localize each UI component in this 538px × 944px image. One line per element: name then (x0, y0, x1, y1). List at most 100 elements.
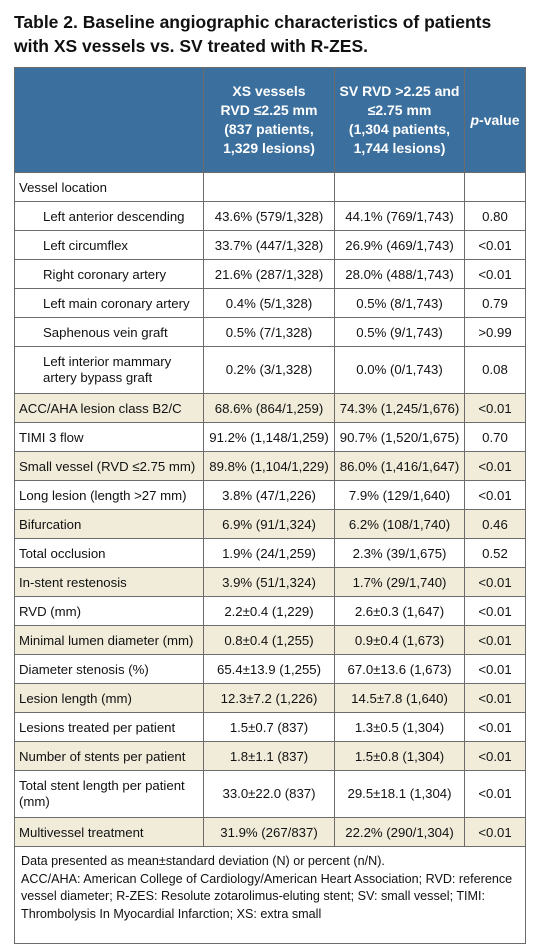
p-value: 0.52 (464, 538, 526, 568)
p-value: 0.79 (464, 288, 526, 318)
table-row: Lesion length (mm) 12.3±7.2 (1,226) 14.5±7… (14, 683, 526, 713)
sv-value: 0.5% (9/1,743) (334, 317, 465, 347)
row-label: Long lesion (length >27 mm) (14, 480, 204, 510)
row-label: TIMI 3 flow (14, 422, 204, 452)
table-row: Minimal lumen diameter (mm) 0.8±0.4 (1,25… (14, 625, 526, 655)
p-value: <0.01 (464, 596, 526, 626)
p-value: <0.01 (464, 230, 526, 260)
row-label: Minimal lumen diameter (mm) (14, 625, 204, 655)
table-row: Lesions treated per patient 1.5±0.7 (837)… (14, 712, 526, 742)
row-label: Saphenous vein graft (14, 317, 204, 347)
row-label: Left circumflex (14, 230, 204, 260)
xs-value: 1.9% (24/1,259) (203, 538, 335, 568)
row-label: Total occlusion (14, 538, 204, 568)
xs-value: 33.7% (447/1,328) (203, 230, 335, 260)
table-row: Left main coronary artery 0.4% (5/1,328) 0… (14, 288, 526, 318)
table-row: Vessel location (14, 172, 526, 202)
p-value: <0.01 (464, 451, 526, 481)
p-value: 0.80 (464, 201, 526, 231)
sv-value: 6.2% (108/1,740) (334, 509, 465, 539)
baseline-table: XS vessels RVD ≤2.25 mm (837 patients, 1… (14, 67, 526, 944)
xs-value: 31.9% (267/837) (203, 817, 335, 847)
table-row: Multivessel treatment 31.9% (267/837) 22.2… (14, 817, 526, 847)
row-label: Left interior mammary artery bypass graf… (14, 346, 204, 394)
xs-value: 21.6% (287/1,328) (203, 259, 335, 289)
row-label: Small vessel (RVD ≤2.75 mm) (14, 451, 204, 481)
row-label: Multivessel treatment (14, 817, 204, 847)
p-value: <0.01 (464, 625, 526, 655)
xs-value: 1.8±1.1 (837) (203, 741, 335, 771)
sv-value: 74.3% (1,245/1,676) (334, 393, 465, 423)
table-row: Small vessel (RVD ≤2.75 mm) 89.8% (1,104/… (14, 451, 526, 481)
sv-value: 14.5±7.8 (1,640) (334, 683, 465, 713)
sv-value: 22.2% (290/1,304) (334, 817, 465, 847)
table-title: Table 2. Baseline angiographic character… (14, 12, 492, 56)
p-value: <0.01 (464, 654, 526, 684)
table-row: ACC/AHA lesion class B2/C 68.6% (864/1,25… (14, 393, 526, 423)
row-label: In-stent restenosis (14, 567, 204, 597)
table-row: RVD (mm) 2.2±0.4 (1,229) 2.6±0.3 (1,647) <0… (14, 596, 526, 626)
sv-value: 29.5±18.1 (1,304) (334, 770, 465, 818)
header-row: XS vessels RVD ≤2.25 mm (837 patients, 1… (14, 67, 526, 173)
sv-value: 28.0% (488/1,743) (334, 259, 465, 289)
xs-value: 33.0±22.0 (837) (203, 770, 335, 818)
p-value (464, 172, 526, 202)
table-row: Bifurcation 6.9% (91/1,324) 6.2% (108/1,74… (14, 509, 526, 539)
p-value: 0.70 (464, 422, 526, 452)
table-row: Left anterior descending 43.6% (579/1,328… (14, 201, 526, 231)
header-sv-rvd: SV RVD >2.25 and ≤2.75 mm (1,304 patient… (334, 67, 465, 173)
xs-value: 65.4±13.9 (1,255) (203, 654, 335, 684)
sv-value: 2.6±0.3 (1,647) (334, 596, 465, 626)
header-p-value: p-value (464, 67, 526, 173)
table-row: Right coronary artery 21.6% (287/1,328) 28… (14, 259, 526, 289)
sv-value: 26.9% (469/1,743) (334, 230, 465, 260)
p-value: <0.01 (464, 817, 526, 847)
p-value: <0.01 (464, 712, 526, 742)
xs-value: 12.3±7.2 (1,226) (203, 683, 335, 713)
table-row: Total stent length per patient (mm) 33.0±… (14, 770, 526, 818)
sv-value: 44.1% (769/1,743) (334, 201, 465, 231)
row-label: ACC/AHA lesion class B2/C (14, 393, 204, 423)
table-row: Total occlusion 1.9% (24/1,259) 2.3% (39/1… (14, 538, 526, 568)
table-row: In-stent restenosis 3.9% (51/1,324) 1.7% (… (14, 567, 526, 597)
row-label: Left main coronary artery (14, 288, 204, 318)
sv-value: 1.5±0.8 (1,304) (334, 741, 465, 771)
p-value: <0.01 (464, 770, 526, 818)
sv-value: 7.9% (129/1,640) (334, 480, 465, 510)
sv-value: 90.7% (1,520/1,675) (334, 422, 465, 452)
sv-value (334, 172, 465, 202)
xs-value: 0.4% (5/1,328) (203, 288, 335, 318)
sv-value: 0.0% (0/1,743) (334, 346, 465, 394)
table-row: Long lesion (length >27 mm) 3.8% (47/1,22… (14, 480, 526, 510)
row-label: Lesion length (mm) (14, 683, 204, 713)
header-xs-vessels: XS vessels RVD ≤2.25 mm (837 patients, 1… (203, 67, 335, 173)
xs-value: 2.2±0.4 (1,229) (203, 596, 335, 626)
table-row: Saphenous vein graft 0.5% (7/1,328) 0.5% (… (14, 317, 526, 347)
row-label: Left anterior descending (14, 201, 204, 231)
xs-value: 3.8% (47/1,226) (203, 480, 335, 510)
p-value: <0.01 (464, 741, 526, 771)
footnote: Data presented as mean±standard deviatio… (14, 846, 526, 944)
xs-value (203, 172, 335, 202)
row-label: RVD (mm) (14, 596, 204, 626)
footnote-row: Data presented as mean±standard deviatio… (14, 846, 526, 944)
p-value: <0.01 (464, 683, 526, 713)
xs-value: 68.6% (864/1,259) (203, 393, 335, 423)
p-value: <0.01 (464, 259, 526, 289)
row-label: Number of stents per patient (14, 741, 204, 771)
footnote-line2: ACC/AHA: American College of Cardiology/… (21, 871, 513, 921)
xs-value: 89.8% (1,104/1,229) (203, 451, 335, 481)
row-label: Lesions treated per patient (14, 712, 204, 742)
xs-value: 0.8±0.4 (1,255) (203, 625, 335, 655)
row-label: Diameter stenosis (%) (14, 654, 204, 684)
table-row: Number of stents per patient 1.8±1.1 (837… (14, 741, 526, 771)
row-label: Total stent length per patient (mm) (14, 770, 204, 818)
table-row: Left interior mammary artery bypass graf… (14, 346, 526, 394)
sv-value: 0.5% (8/1,743) (334, 288, 465, 318)
table-row: TIMI 3 flow 91.2% (1,148/1,259) 90.7% (1,5… (14, 422, 526, 452)
xs-value: 1.5±0.7 (837) (203, 712, 335, 742)
table-row: Diameter stenosis (%) 65.4±13.9 (1,255) 67… (14, 654, 526, 684)
xs-value: 91.2% (1,148/1,259) (203, 422, 335, 452)
footnote-line1: Data presented as mean±standard deviatio… (21, 854, 385, 868)
p-value: <0.01 (464, 393, 526, 423)
